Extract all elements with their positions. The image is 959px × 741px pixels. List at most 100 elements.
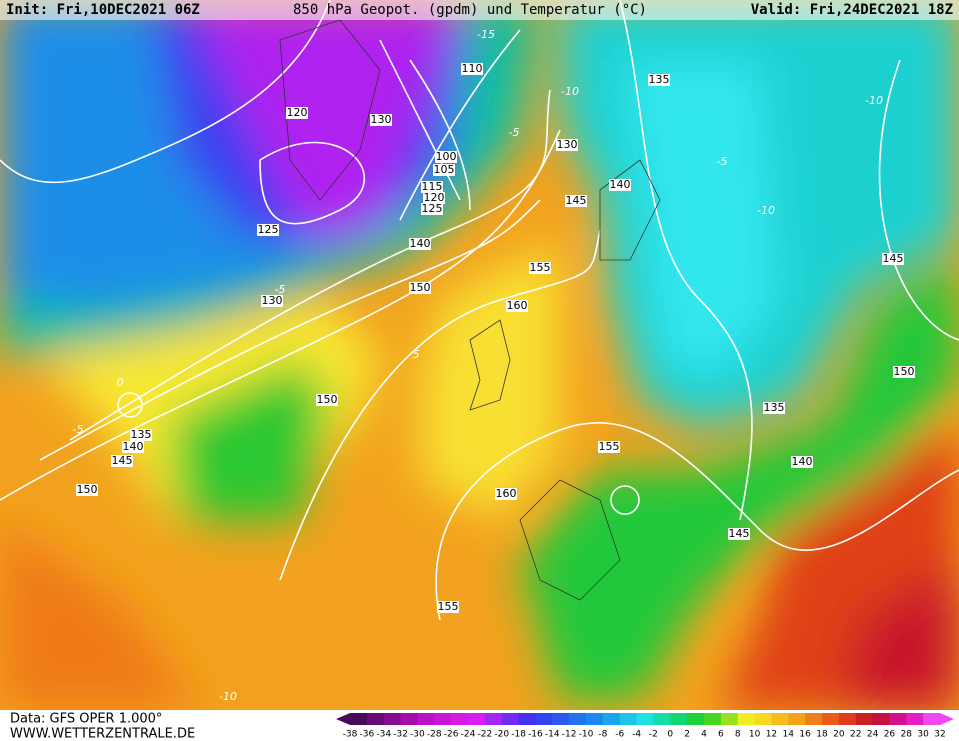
colorbar-segment (720, 713, 739, 725)
temperature-label: -10 (219, 690, 237, 703)
colorbar: -38 -36 -34 -32 -30 -28 -26 -24 -22 -20 -18 -16 -14-… (336, 713, 954, 740)
colorbar-tick-label: 18 (816, 730, 828, 740)
colorbar-tick-label: -12 (562, 730, 577, 740)
temperature-label: -5 (509, 126, 520, 139)
map-labels: 1201301101351001051301151201251401451251… (73, 28, 915, 703)
geopotential-label: 125 (258, 223, 279, 236)
geopotential-label-box (728, 528, 750, 540)
colorbar-segment (872, 713, 890, 725)
geopotential-label: 150 (410, 281, 431, 294)
colorbar-tick-label: 2 (684, 730, 690, 740)
geopotential-label-box (893, 366, 915, 378)
geopotential-label: 145 (112, 454, 133, 467)
geopotential-label: 150 (77, 483, 98, 496)
temperature-label: 0 (117, 376, 124, 389)
geopotential-label: 160 (507, 299, 528, 312)
colorbar-tick-label: 16 (799, 730, 811, 740)
geopotential-label-box (261, 295, 283, 307)
geopotential-label: 115 (422, 180, 443, 193)
colorbar-tick-label: 12 (766, 730, 777, 740)
colorbar-tick-label: 8 (735, 730, 741, 740)
geopotential-label-box (316, 394, 338, 406)
colorbar-segment (906, 713, 924, 725)
header-band (0, 0, 959, 20)
data-source: Data: GFS OPER 1.000° (10, 712, 162, 727)
colorbar-tick-label: 6 (718, 730, 724, 740)
colorbar-tick-label: -10 (579, 730, 594, 740)
colorbar-tick-label: 26 (884, 730, 896, 740)
colorbar-segment (704, 713, 722, 725)
colorbar-tick-label: 20 (833, 730, 845, 740)
geopotential-label: 140 (123, 440, 144, 453)
geopotential-label: 155 (530, 261, 551, 274)
colorbar-segment (518, 713, 536, 725)
geopotential-label: 130 (262, 294, 283, 307)
colorbar-segment (687, 713, 705, 725)
geopotential-label: 140 (410, 237, 431, 250)
temperature-label: -15 (477, 28, 495, 41)
geopotential-label-box (257, 224, 279, 236)
colorbar-segment (771, 713, 789, 725)
geopotential-label-box (435, 151, 457, 163)
colorbar-tick-label: -14 (545, 730, 560, 740)
geopotential-label-box (791, 456, 813, 468)
temperature-label: -5 (717, 155, 728, 168)
colorbar-segment (400, 713, 418, 725)
geopotential-label: 120 (287, 106, 308, 119)
colorbar-tick-label: -24 (461, 730, 476, 740)
colorbar-tick-label: -2 (649, 730, 658, 740)
colorbar-segment (586, 713, 604, 725)
colorbar-arrow-right (940, 713, 954, 725)
geopotential-label: 105 (434, 163, 455, 176)
geopotential-label: 100 (436, 150, 457, 163)
init-time: Init: Fri,10DEC2021 06Z (6, 2, 200, 18)
colorbar-tick-label: 0 (667, 730, 673, 740)
colorbar-segment (569, 713, 587, 725)
colorbar-tick-label: -28 (427, 730, 442, 740)
colorbar-tick-label: -22 (478, 730, 493, 740)
geopotential-label-box (648, 74, 670, 86)
temperature-label: -5 (73, 423, 84, 436)
colorbar-segment (619, 713, 638, 725)
colorbar-tick-label: 14 (783, 730, 795, 740)
geopotential-label: 155 (599, 440, 620, 453)
temperature-label: -10 (865, 94, 883, 107)
geopotential-label: 120 (424, 191, 445, 204)
geopotential-label-box (556, 139, 578, 151)
colorbar-segment (602, 713, 621, 725)
colorbar-segment (737, 713, 756, 725)
geopotential-label-box (421, 203, 443, 215)
geopotential-label: 145 (729, 527, 750, 540)
colorbar-segment (484, 713, 503, 725)
map-title: 850 hPa Geopot. (gpdm) und Temperatur (°… (293, 2, 647, 18)
geopotential-label-box (76, 484, 98, 496)
colorbar-tick-label: -16 (528, 730, 543, 740)
colorbar-segment (855, 713, 874, 725)
colorbar-segment (434, 713, 452, 725)
geopotential-label-box (529, 262, 551, 274)
geopotential-label: 130 (557, 138, 578, 151)
geopotential-label-box (461, 63, 483, 75)
geopotential-label-box (882, 253, 904, 265)
colorbar-segment (383, 713, 402, 725)
geopotential-label: 130 (371, 113, 392, 126)
colorbar-tick-label: 32 (934, 730, 945, 740)
colorbar-tick-label: -4 (632, 730, 641, 740)
colorbar-segment (366, 713, 385, 725)
colorbar-arrow-left (336, 713, 350, 725)
colorbar-segment (468, 713, 486, 725)
geopotential-label-box (433, 164, 455, 176)
colorbar-segment (552, 713, 570, 725)
website: WWW.WETTERZENTRALE.DE (10, 727, 195, 741)
geopotential-label: 145 (566, 194, 587, 207)
colorbar-tick-label: -18 (511, 730, 526, 740)
geopotential-label-box (409, 238, 431, 250)
geopotential-label: 155 (438, 600, 459, 613)
geopotential-label-box (421, 181, 443, 193)
colorbar-segment (754, 713, 772, 725)
colorbar-tick-label: -34 (376, 730, 391, 740)
temperature-field (0, 0, 959, 710)
geopotential-label-box (763, 402, 785, 414)
colorbar-tick-label: -30 (410, 730, 425, 740)
